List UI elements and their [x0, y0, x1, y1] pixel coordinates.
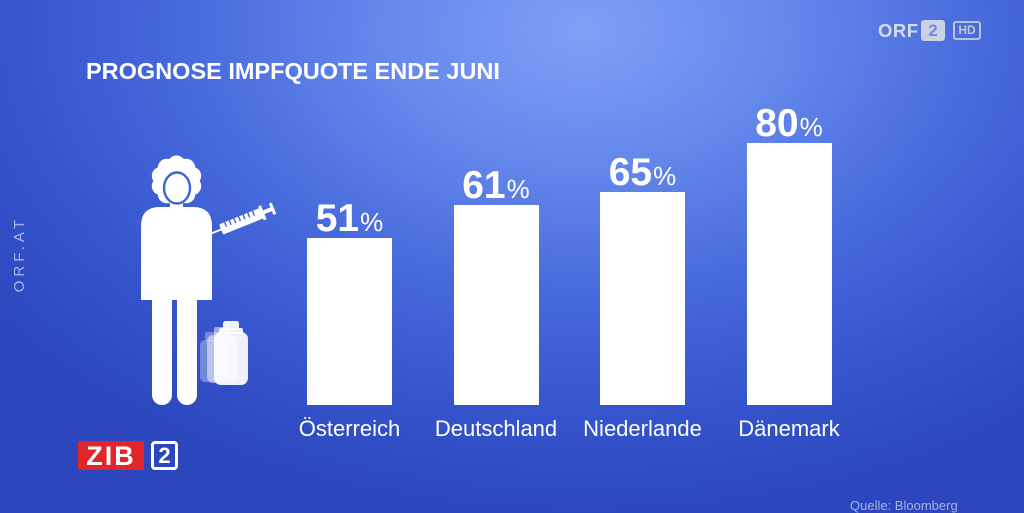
bar-daenemark [746, 143, 832, 405]
category-label-deutschland: Deutschland [434, 416, 558, 441]
bottle-front-cap [223, 321, 239, 330]
channel-number-badge: 2 [921, 20, 945, 41]
torso [141, 207, 212, 300]
zib-logo-text: ZIB [78, 441, 144, 471]
bar-deutschland [453, 205, 539, 405]
value-number: 65 [608, 151, 653, 195]
value-label-oesterreich: 51% [277, 199, 422, 238]
zib-number-badge: 2 [151, 441, 178, 470]
chart-title: PROGNOSE IMPFQUOTE ENDE JUNI [86, 58, 500, 84]
health-worker-icon [141, 155, 277, 405]
category-label-oesterreich: Österreich [298, 416, 401, 441]
right-leg [177, 290, 197, 405]
syringe-plunger-head [268, 202, 277, 215]
zib2-logo: ZIB 2 [78, 441, 178, 471]
value-label-deutschland: 61% [424, 166, 569, 205]
syringe-needle [207, 228, 223, 236]
category-label-daenemark: Dänemark [738, 416, 840, 441]
category-label-niederlande: Niederlande [583, 416, 702, 441]
value-number: 80 [755, 102, 799, 145]
bar-oesterreich [307, 237, 392, 405]
face [162, 171, 192, 205]
percent-sign: % [799, 112, 823, 142]
value-label-daenemark: 80% [717, 104, 862, 143]
source-note: Quelle: Bloomberg [850, 498, 958, 513]
percent-sign: % [653, 161, 677, 192]
syringe-collar [258, 205, 267, 221]
value-number: 61 [462, 164, 506, 208]
value-number: 51 [315, 196, 360, 240]
orf2-hd-logo: ORF 2 HD [878, 20, 982, 42]
syringe-icon [207, 202, 277, 236]
syringe-scale [223, 210, 255, 228]
bottle-front [214, 332, 248, 385]
left-leg [152, 290, 172, 405]
syringe-plunger [263, 207, 273, 215]
orf-logo-text: ORF [878, 20, 919, 41]
syringe-barrel [219, 208, 264, 235]
hd-badge: HD [953, 21, 981, 40]
bar-niederlande [600, 192, 685, 405]
percent-sign: % [506, 174, 530, 205]
percent-sign: % [360, 206, 384, 237]
value-label-niederlande: 65% [570, 153, 715, 192]
person-silhouette [141, 198, 212, 405]
medicine-bottle-icon [200, 321, 248, 385]
